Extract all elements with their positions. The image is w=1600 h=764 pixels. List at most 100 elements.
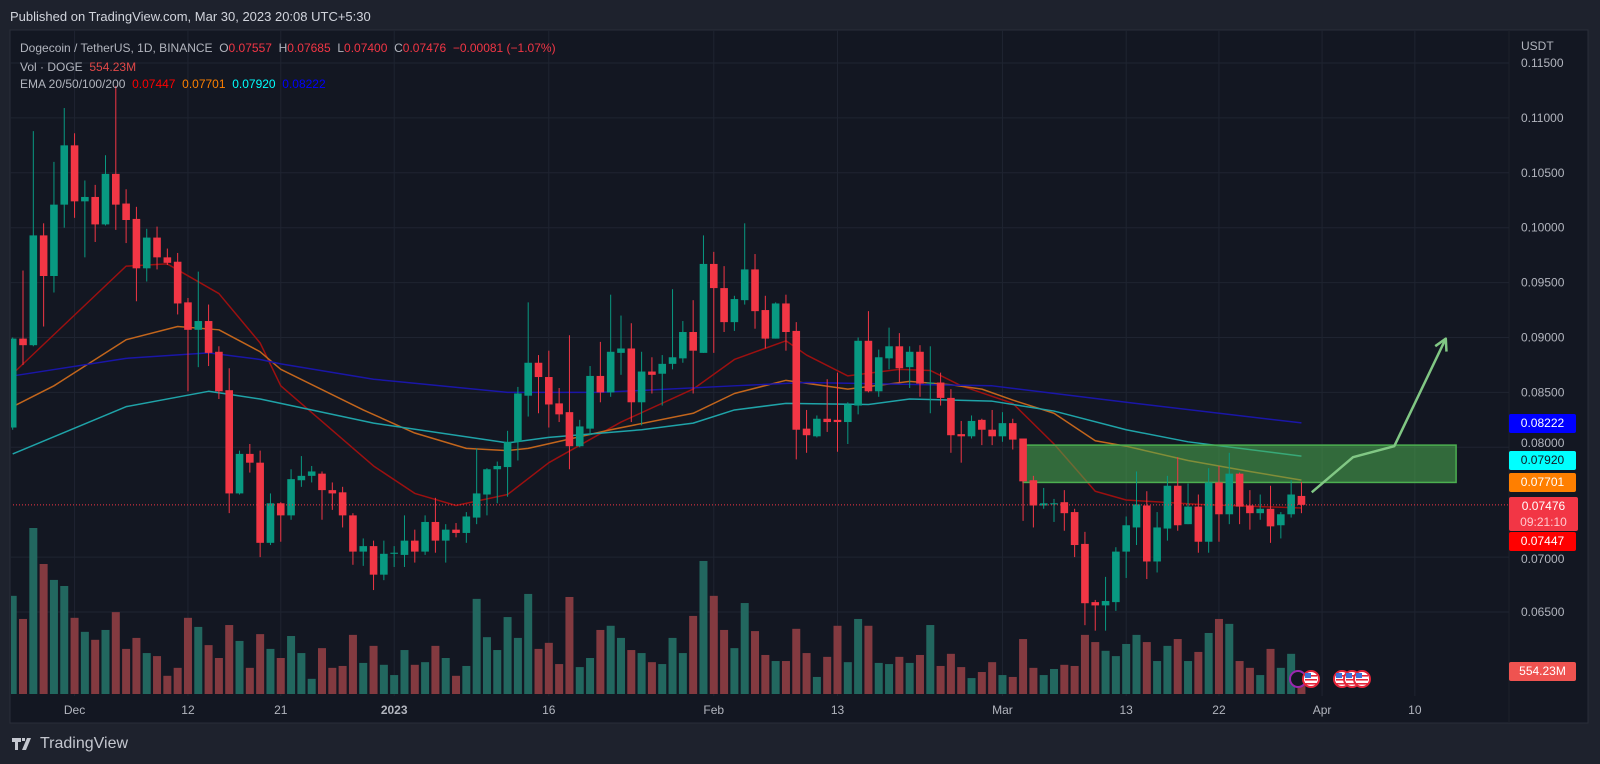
- candle: [514, 386, 522, 461]
- candle: [648, 357, 656, 394]
- volume-bars: [11, 527, 1306, 694]
- volume-bar: [895, 656, 904, 694]
- candle-body: [1101, 601, 1110, 606]
- candle-body: [833, 419, 842, 423]
- us-flag-event-icon[interactable]: [1302, 670, 1320, 688]
- price-axis-unit: USDT: [1521, 39, 1554, 53]
- volume-bar: [318, 648, 326, 694]
- time-tick-label: Mar: [992, 703, 1013, 717]
- candle-body: [483, 469, 491, 495]
- candle: [854, 337, 862, 415]
- legend-ema: EMA 20/50/100/200 0.07447 0.07701 0.0792…: [20, 77, 326, 91]
- candle: [1277, 512, 1285, 539]
- candle: [637, 351, 646, 426]
- symbol-title[interactable]: Dogecoin / TetherUS, 1D, BINANCE: [20, 41, 213, 55]
- candle-body: [524, 362, 532, 396]
- volume-bar: [1173, 639, 1182, 694]
- volume-bar: [287, 636, 296, 694]
- time-axis[interactable]: Dec 12 21 2023 16 Feb 13 Mar 13 22 Apr 10: [64, 703, 1422, 717]
- candle-body: [864, 340, 873, 392]
- projection-arrow[interactable]: [1310, 337, 1448, 494]
- flag-stripe: [1346, 683, 1358, 685]
- volume-bar: [1266, 648, 1275, 694]
- candle-body: [194, 321, 203, 330]
- low-value: 0.07400: [344, 41, 388, 55]
- volume-label[interactable]: Vol · DOGE: [20, 60, 83, 74]
- volume-bar: [977, 672, 986, 694]
- candle: [658, 355, 667, 406]
- volume-bar: [751, 631, 760, 694]
- candle-body: [39, 235, 48, 277]
- ema100-value: 0.07920: [232, 77, 276, 91]
- us-flag-event-icon[interactable]: [1353, 670, 1371, 688]
- volume-bar: [122, 648, 131, 694]
- candle-body: [1070, 512, 1079, 546]
- volume-bar: [359, 662, 368, 694]
- volume-bar: [379, 664, 388, 694]
- candle-body: [947, 397, 955, 436]
- ema-50-line: [12, 325, 1302, 481]
- candle: [1266, 485, 1275, 543]
- ema-100-line: [12, 390, 1302, 457]
- volume-bar: [297, 653, 306, 694]
- candle-body: [1091, 602, 1100, 606]
- volume-bar: [19, 618, 28, 694]
- candle: [998, 412, 1007, 442]
- volume-bar: [874, 662, 883, 694]
- volume-bar: [256, 634, 265, 694]
- candle: [153, 226, 161, 270]
- candle-body: [1225, 473, 1234, 515]
- tradingview-logo[interactable]: TradingView: [12, 735, 128, 753]
- candle: [1112, 547, 1120, 611]
- candle-body: [1019, 438, 1027, 482]
- candle: [132, 206, 141, 302]
- price-axis[interactable]: 0.11500 0.11000 0.10500 0.10000 0.09500 0.090…: [1521, 56, 1565, 619]
- volume-bar: [1245, 667, 1254, 694]
- candle: [483, 468, 491, 516]
- candle: [1184, 483, 1192, 525]
- legend-ohlc: Dogecoin / TetherUS, 1D, BINANCE O0.0755…: [20, 41, 556, 55]
- candle-body: [1029, 480, 1038, 506]
- volume-bar: [1111, 656, 1120, 694]
- candle: [606, 294, 615, 397]
- close-value: 0.07476: [402, 41, 447, 55]
- candle-body: [1246, 505, 1254, 514]
- candle: [1039, 487, 1048, 509]
- volume-bar: [1204, 632, 1213, 694]
- candle: [534, 355, 543, 414]
- volume-bar: [926, 625, 935, 694]
- economic-events[interactable]: [1289, 670, 1371, 688]
- candle-body: [184, 302, 192, 330]
- price-tick-label: 0.08000: [1521, 436, 1565, 450]
- candle: [545, 350, 553, 428]
- candle-body: [967, 420, 976, 437]
- ema-label[interactable]: EMA 20/50/100/200: [20, 77, 126, 91]
- candle: [50, 161, 58, 293]
- volume-bar: [1029, 667, 1038, 694]
- candle: [874, 349, 883, 397]
- candle-body: [472, 493, 481, 518]
- candle: [720, 266, 728, 333]
- volume-bar: [503, 617, 512, 694]
- candle-body: [173, 261, 182, 304]
- candle: [60, 108, 69, 228]
- volume-bar: [720, 629, 729, 694]
- volume-bar: [1235, 661, 1244, 694]
- candle: [967, 415, 976, 439]
- volume-bar: [812, 676, 821, 694]
- candle-body: [101, 173, 110, 225]
- volume-bar: [699, 560, 708, 694]
- volume-bar: [957, 667, 966, 694]
- candle: [1091, 599, 1100, 631]
- volume-bar: [565, 596, 574, 694]
- candle-body: [1122, 525, 1130, 552]
- volume-bar: [1091, 642, 1100, 694]
- volume-bar: [70, 617, 79, 694]
- volume-bar: [792, 628, 801, 694]
- candle-body: [421, 521, 429, 552]
- candle-body: [998, 423, 1007, 437]
- candle-body: [905, 351, 914, 368]
- volume-bar: [967, 678, 976, 694]
- candle: [11, 337, 17, 430]
